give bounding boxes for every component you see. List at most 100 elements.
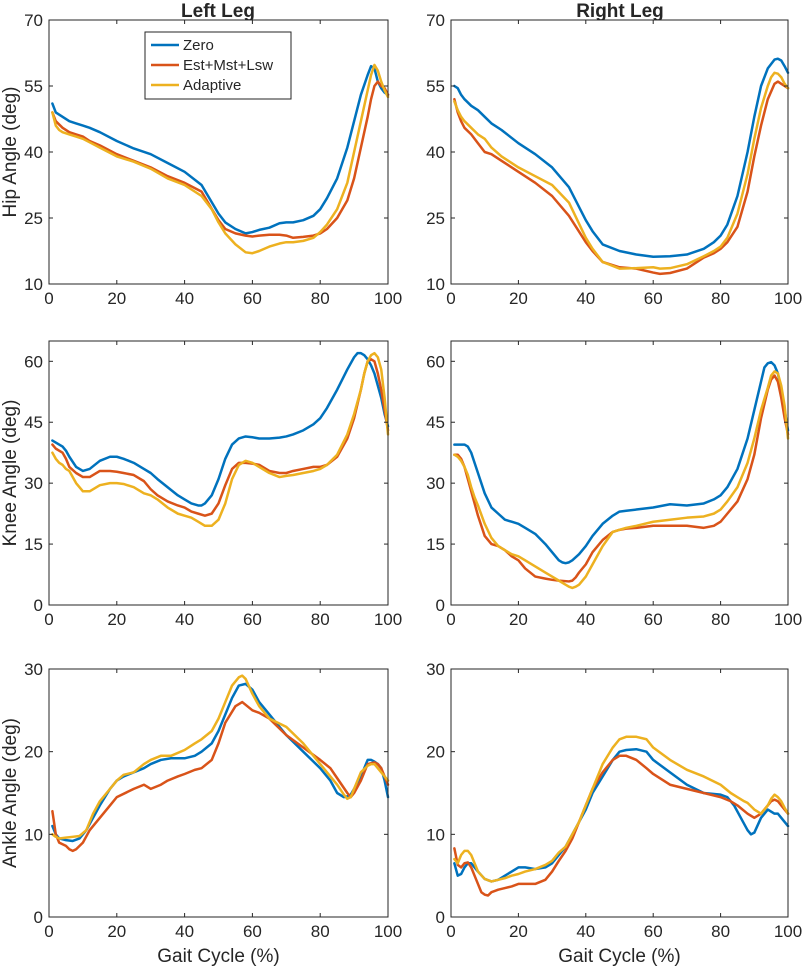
- y-tick-label-hip-left: 70: [24, 11, 43, 30]
- x-tick-label-ankle-right: 100: [774, 922, 802, 941]
- x-tick-label-ankle-right: 60: [644, 922, 663, 941]
- y-tick-label-hip-right: 10: [426, 275, 445, 294]
- y-tick-label-hip-right: 55: [426, 77, 445, 96]
- x-tick-label-ankle-left: 80: [311, 922, 330, 941]
- x-tick-label-hip-right: 0: [446, 289, 455, 308]
- y-tick-label-hip-right: 25: [426, 209, 445, 228]
- column-title-left: Left Leg: [181, 1, 255, 22]
- x-tick-label-hip-left: 100: [374, 289, 402, 308]
- x-tick-label-hip-left: 0: [44, 289, 53, 308]
- x-tick-label-hip-right: 80: [711, 289, 730, 308]
- panel-ankle-left: 0 20 40 60 80 100 0 10 20 30 Ankle Angle (deg) Gait…: [0, 660, 402, 967]
- series-line-est-mst-lsw-hip-right: [453, 80, 790, 276]
- panel-knee-left: 0 20 40 60 80 100 0 15 30 45 60 Knee Angle (deg): [0, 340, 402, 629]
- y-tick-label-hip-left: 55: [24, 77, 43, 96]
- x-tick-label-knee-left: 100: [374, 610, 402, 629]
- x-tick-label-knee-right: 20: [509, 610, 528, 629]
- plot-area-knee-left: [49, 341, 388, 605]
- x-tick-label-ankle-left: 40: [175, 922, 194, 941]
- y-tick-label-ankle-right: 30: [426, 660, 445, 679]
- y-tick-label-knee-right: 30: [426, 474, 445, 493]
- column-title-right: Right Leg: [576, 1, 664, 22]
- legend-entry-zero: Zero: [151, 37, 214, 54]
- axes-box-ankle-left: [48, 668, 389, 918]
- x-tick-label-hip-left: 20: [107, 289, 126, 308]
- y-tick-label-ankle-left: 0: [34, 908, 43, 927]
- y-axis-label-knee-left: Knee Angle (deg): [0, 400, 21, 547]
- series-line-est-mst-lsw-hip-left: [51, 80, 390, 240]
- series-line-adaptive-ankle-right: [453, 735, 790, 883]
- x-tick-label-ankle-left: 0: [44, 922, 53, 941]
- x-tick-label-hip-right: 40: [576, 289, 595, 308]
- legend-entry-adaptive: Adaptive: [151, 77, 241, 94]
- axes-box-knee-right: [450, 340, 789, 606]
- x-tick-label-ankle-right: 40: [576, 922, 595, 941]
- series-line-adaptive-knee-right: [453, 370, 790, 590]
- x-tick-label-knee-right: 80: [711, 610, 730, 629]
- series-line-zero-knee-right: [453, 360, 790, 565]
- x-tick-label-knee-left: 80: [311, 610, 330, 629]
- series-line-zero-hip-right: [453, 57, 790, 258]
- legend-label-zero: Zero: [183, 37, 214, 54]
- x-tick-label-hip-left: 80: [311, 289, 330, 308]
- axes-box-knee-left: [48, 340, 389, 606]
- x-tick-label-hip-left: 40: [175, 289, 194, 308]
- x-tick-label-knee-right: 0: [446, 610, 455, 629]
- y-tick-label-hip-left: 10: [24, 275, 43, 294]
- y-tick-label-knee-right: 15: [426, 535, 445, 554]
- x-tick-label-ankle-left: 20: [107, 922, 126, 941]
- series-line-zero-hip-left: [51, 64, 390, 235]
- x-tick-label-ankle-right: 80: [711, 922, 730, 941]
- y-tick-label-knee-left: 60: [24, 352, 43, 371]
- x-tick-label-knee-right: 40: [576, 610, 595, 629]
- y-tick-label-knee-left: 0: [34, 596, 43, 615]
- y-tick-label-ankle-left: 10: [24, 825, 43, 844]
- y-axis-label-ankle-left: Ankle Angle (deg): [0, 718, 21, 868]
- panel-ankle-right: 0 20 40 60 80 100 0 10 20 30 Gait Cycle (%): [426, 660, 802, 967]
- y-tick-label-hip-left: 25: [24, 209, 43, 228]
- legend-label-adaptive: Adaptive: [183, 77, 241, 94]
- x-tick-label-knee-left: 0: [44, 610, 53, 629]
- plot-area-hip-right: [451, 20, 788, 284]
- series-line-adaptive-knee-left: [51, 351, 390, 528]
- y-tick-label-knee-left: 15: [24, 535, 43, 554]
- panel-knee-right: 0 20 40 60 80 100 0 15 30 45 60: [426, 340, 802, 629]
- x-tick-label-knee-left: 60: [243, 610, 262, 629]
- series-line-est-mst-lsw-knee-right: [453, 374, 790, 583]
- panel-hip-right: 0 20 40 60 80 100 10 25 40 55 70: [426, 11, 802, 308]
- axes-box-ankle-right: [450, 668, 789, 918]
- legend-entry-est-mst-lsw: Est+Mst+Lsw: [151, 57, 273, 74]
- series-line-adaptive-hip-left: [51, 63, 390, 255]
- y-tick-label-ankle-right: 0: [436, 908, 445, 927]
- y-tick-label-ankle-right: 10: [426, 825, 445, 844]
- series-line-zero-knee-left: [51, 351, 390, 507]
- x-tick-label-ankle-right: 0: [446, 922, 455, 941]
- y-tick-label-hip-right: 40: [426, 143, 445, 162]
- y-tick-label-knee-right: 60: [426, 352, 445, 371]
- y-tick-label-knee-right: 0: [436, 596, 445, 615]
- series-line-adaptive-ankle-left: [51, 674, 390, 840]
- y-tick-label-knee-left: 30: [24, 474, 43, 493]
- y-tick-label-hip-left: 40: [24, 143, 43, 162]
- x-tick-label-hip-left: 60: [243, 289, 262, 308]
- x-tick-label-ankle-left: 60: [243, 922, 262, 941]
- x-axis-label-ankle-right: Gait Cycle (%): [558, 946, 680, 967]
- x-axis-label-ankle-left: Gait Cycle (%): [157, 946, 279, 967]
- x-tick-label-ankle-right: 20: [509, 922, 528, 941]
- x-tick-label-knee-right: 60: [644, 610, 663, 629]
- x-tick-label-hip-right: 20: [509, 289, 528, 308]
- legend-label-est-mst-lsw: Est+Mst+Lsw: [183, 57, 273, 74]
- y-tick-label-knee-right: 45: [426, 413, 445, 432]
- x-tick-label-hip-right: 100: [774, 289, 802, 308]
- y-tick-label-ankle-right: 20: [426, 743, 445, 762]
- y-tick-label-knee-left: 45: [24, 413, 43, 432]
- y-tick-label-ankle-left: 20: [24, 743, 43, 762]
- plot-area-knee-right: [451, 341, 788, 605]
- series-line-adaptive-hip-right: [453, 71, 790, 270]
- x-tick-label-knee-left: 20: [107, 610, 126, 629]
- x-tick-label-ankle-left: 100: [374, 922, 402, 941]
- x-tick-label-hip-right: 60: [644, 289, 663, 308]
- legend: Zero Est+Mst+Lsw Adaptive: [144, 31, 292, 100]
